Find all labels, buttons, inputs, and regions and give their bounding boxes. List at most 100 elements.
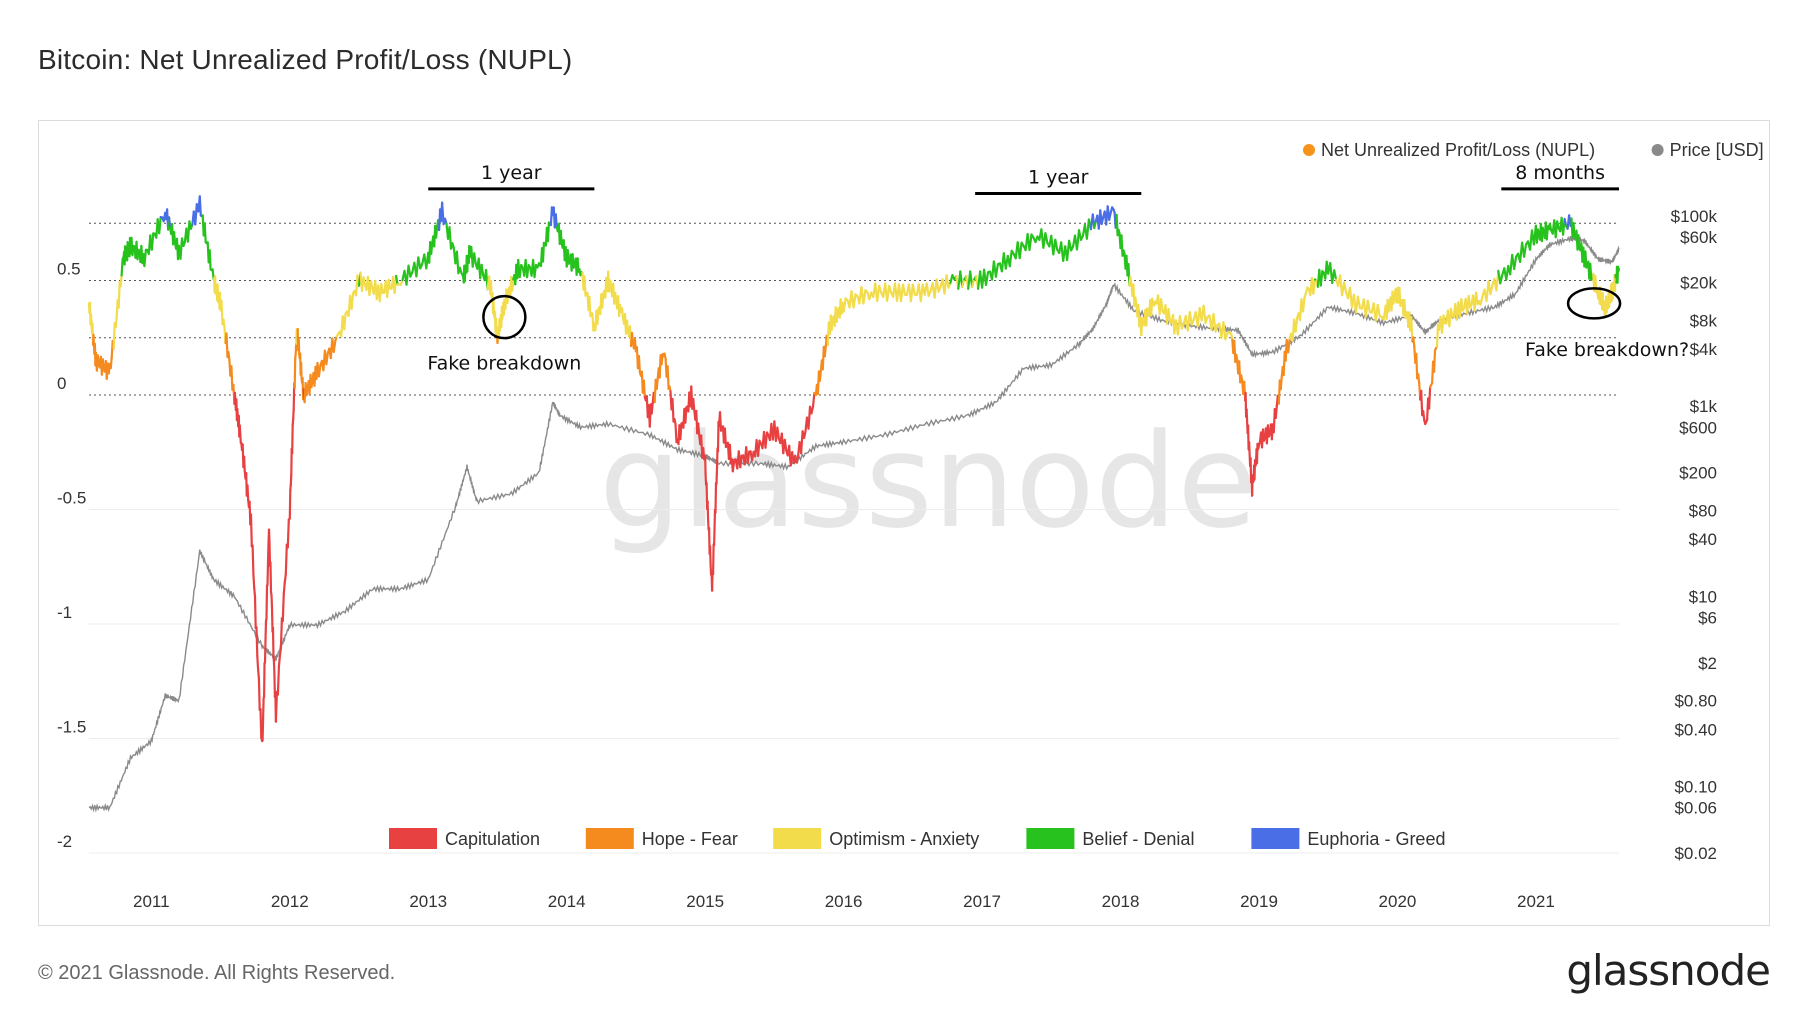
nupl-segment bbox=[984, 271, 990, 286]
nupl-segment bbox=[131, 244, 135, 257]
nupl-segment bbox=[1159, 298, 1164, 313]
nupl-segment bbox=[96, 354, 101, 367]
nupl-segment bbox=[588, 295, 592, 318]
nupl-segment bbox=[473, 252, 477, 265]
chart-title: Bitcoin: Net Unrealized Profit/Loss (NUP… bbox=[38, 44, 573, 75]
nupl-segment bbox=[692, 397, 696, 412]
nupl-segment bbox=[674, 423, 678, 444]
nupl-segment bbox=[533, 264, 538, 279]
nupl-segment bbox=[642, 379, 646, 398]
nupl-segment bbox=[293, 358, 297, 389]
nupl-segment bbox=[325, 352, 329, 366]
nupl-segment bbox=[795, 454, 800, 464]
nupl-segment bbox=[637, 355, 642, 374]
nupl-segment bbox=[901, 283, 907, 296]
nupl-segment bbox=[252, 573, 256, 589]
nupl-segment bbox=[480, 263, 485, 277]
nupl-segment bbox=[1028, 233, 1033, 251]
nupl-segment bbox=[284, 543, 288, 576]
nupl-segment bbox=[1100, 216, 1105, 226]
nupl-segment bbox=[1018, 241, 1023, 260]
right-tick-label: $1k bbox=[1690, 397, 1718, 416]
nupl-segment bbox=[1247, 441, 1251, 455]
nupl-segment bbox=[823, 344, 827, 358]
nupl-segment bbox=[343, 312, 347, 331]
nupl-segment bbox=[271, 626, 275, 659]
nupl-segment bbox=[630, 331, 635, 345]
nupl-segment bbox=[257, 668, 260, 680]
left-tick-label: 0.5 bbox=[57, 260, 81, 279]
right-tick-label: $2 bbox=[1698, 654, 1717, 673]
nupl-segment bbox=[262, 697, 265, 720]
nupl-segment bbox=[350, 292, 355, 310]
price-line bbox=[88, 235, 1620, 813]
legend-dot bbox=[1651, 144, 1664, 156]
nupl-segment bbox=[1577, 234, 1581, 250]
annotation-label: Fake breakdown? bbox=[1525, 339, 1689, 361]
nupl-segment bbox=[264, 619, 268, 642]
nupl-segment bbox=[276, 665, 280, 696]
nupl-segment bbox=[1301, 296, 1306, 313]
nupl-segment bbox=[435, 226, 439, 239]
nupl-segment bbox=[1479, 295, 1484, 306]
annotation-label: 1 year bbox=[1028, 166, 1089, 188]
nupl-segment bbox=[265, 584, 269, 620]
nupl-segment bbox=[546, 221, 550, 243]
nupl-segment bbox=[818, 369, 823, 382]
legend-label: Belief - Denial bbox=[1082, 829, 1194, 849]
glassnode-logo[interactable]: glassnode bbox=[1566, 946, 1771, 995]
right-tick-label: $40 bbox=[1689, 530, 1717, 549]
nupl-segment bbox=[746, 450, 751, 465]
nupl-segment bbox=[596, 309, 600, 326]
nupl-segment bbox=[1412, 336, 1416, 348]
nupl-segment bbox=[1093, 220, 1097, 230]
right-tick-label: $100k bbox=[1671, 207, 1718, 226]
left-tick-label: -2 bbox=[57, 832, 72, 851]
nupl-segment bbox=[1287, 337, 1291, 354]
nupl-segment bbox=[1008, 249, 1013, 268]
nupl-segment bbox=[1589, 262, 1593, 281]
nupl-segment bbox=[614, 291, 618, 301]
nupl-segment bbox=[441, 201, 445, 226]
annotation-circle bbox=[482, 294, 527, 340]
nupl-segment bbox=[387, 278, 392, 290]
nupl-segment bbox=[1279, 376, 1283, 391]
x-tick-label: 2017 bbox=[963, 892, 1001, 911]
nupl-segment bbox=[279, 617, 283, 650]
nupl-segment bbox=[168, 216, 172, 229]
nupl-segment bbox=[1548, 222, 1553, 232]
nupl-segment bbox=[671, 397, 675, 423]
nupl-segment bbox=[1134, 296, 1138, 306]
nupl-segment bbox=[1054, 238, 1059, 251]
nupl-segment bbox=[1202, 304, 1207, 324]
nupl-segment bbox=[259, 707, 263, 739]
right-tick-label: $200 bbox=[1679, 464, 1717, 483]
nupl-segment bbox=[715, 466, 719, 485]
annotations: 1 year 1 year 8 months Fake breakdown Fake b… bbox=[427, 162, 1689, 375]
nupl-segment bbox=[243, 455, 246, 473]
nupl-segment bbox=[1422, 410, 1426, 421]
nupl-segment bbox=[109, 356, 113, 370]
left-tick-label: -1.5 bbox=[57, 718, 86, 737]
nupl-segment bbox=[1499, 273, 1504, 285]
nupl-segment bbox=[272, 659, 276, 675]
nupl-segment bbox=[1129, 275, 1133, 286]
nupl-segment bbox=[362, 276, 366, 286]
nupl-segment bbox=[238, 424, 242, 436]
nupl-segment bbox=[448, 226, 453, 250]
nupl-segment bbox=[266, 542, 270, 564]
right-tick-label: $0.02 bbox=[1674, 844, 1717, 863]
nupl-segment bbox=[294, 342, 298, 355]
nupl-segment bbox=[1342, 281, 1348, 294]
nupl-segment bbox=[1415, 352, 1419, 380]
right-tick-label: $0.06 bbox=[1674, 799, 1717, 818]
nupl-segment bbox=[291, 423, 294, 455]
legend-swatch bbox=[389, 828, 437, 849]
x-tick-label: 2018 bbox=[1102, 892, 1140, 911]
nupl-segment bbox=[267, 528, 271, 544]
nupl-segment bbox=[835, 309, 839, 323]
nupl-segment bbox=[961, 278, 966, 288]
chart-frame: glassnode 0.5 0 -0.5 -1 -1.5 -2 2011 2012 2013 20… bbox=[38, 120, 1770, 926]
nupl-segment bbox=[277, 654, 281, 668]
nupl-segment bbox=[289, 473, 293, 486]
